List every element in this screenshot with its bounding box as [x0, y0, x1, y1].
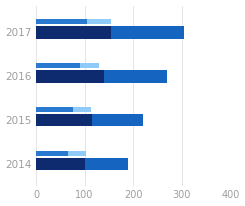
Bar — [36, 70, 104, 83]
Bar — [85, 158, 128, 170]
Bar — [36, 151, 68, 156]
Bar — [87, 19, 111, 25]
Bar — [111, 26, 184, 39]
Bar — [36, 63, 80, 68]
Bar — [80, 63, 99, 68]
Bar — [36, 107, 73, 112]
Bar — [36, 19, 87, 25]
Bar — [36, 26, 111, 39]
Bar — [104, 70, 167, 83]
Bar — [36, 114, 92, 126]
Bar — [36, 158, 85, 170]
Bar — [73, 107, 91, 112]
Bar — [92, 114, 143, 126]
Bar — [68, 151, 86, 156]
